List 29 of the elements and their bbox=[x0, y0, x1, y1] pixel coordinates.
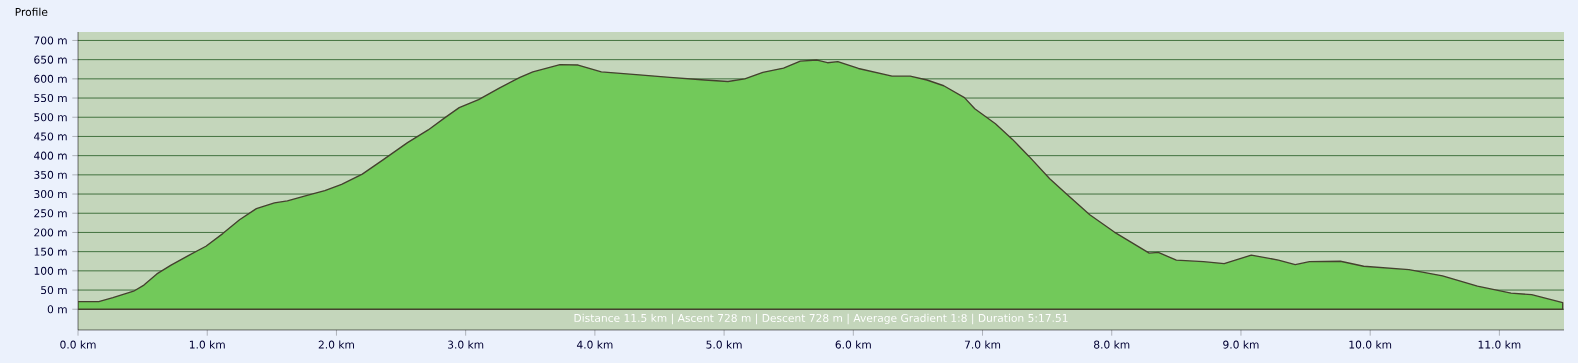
x-tick-label: 11.0 km bbox=[1478, 340, 1521, 349]
x-tick-label: 2.0 km bbox=[318, 340, 354, 349]
y-tick-label: 50 m bbox=[41, 286, 67, 295]
x-tick-label: 0.0 km bbox=[60, 340, 96, 349]
y-tick-label: 400 m bbox=[34, 151, 67, 160]
y-tick-label: 550 m bbox=[34, 94, 67, 103]
y-tick-label: 650 m bbox=[34, 55, 67, 64]
y-tick-label: 600 m bbox=[34, 74, 67, 83]
y-tick-label: 100 m bbox=[34, 266, 67, 275]
x-tick-label: 3.0 km bbox=[448, 340, 484, 349]
chart-title: Profile bbox=[15, 7, 48, 16]
x-tick-label: 1.0 km bbox=[189, 340, 225, 349]
y-tick-label: 350 m bbox=[34, 170, 67, 179]
y-tick-label: 0 m bbox=[47, 305, 67, 314]
x-tick-label: 9.0 km bbox=[1223, 340, 1259, 349]
x-tick-label: 10.0 km bbox=[1349, 340, 1392, 349]
y-tick-label: 250 m bbox=[34, 209, 67, 218]
y-tick-label: 300 m bbox=[34, 190, 67, 199]
y-tick-label: 200 m bbox=[34, 228, 67, 237]
x-tick-label: 5.0 km bbox=[706, 340, 742, 349]
x-tick-label: 6.0 km bbox=[835, 340, 871, 349]
x-tick-label: 7.0 km bbox=[964, 340, 1001, 349]
x-tick-label: 4.0 km bbox=[576, 340, 613, 349]
y-tick-label: 700 m bbox=[34, 36, 67, 45]
x-tick-label: 8.0 km bbox=[1094, 340, 1130, 349]
annotation: Distance 11.5 km | Ascent 728 m | Descent 728 m | Average Gradient 1:8 | Duration 5:17.51 bbox=[574, 313, 1068, 325]
y-tick-label: 150 m bbox=[34, 247, 67, 256]
y-tick-label: 500 m bbox=[34, 113, 67, 122]
y-tick-label: 450 m bbox=[34, 132, 67, 141]
